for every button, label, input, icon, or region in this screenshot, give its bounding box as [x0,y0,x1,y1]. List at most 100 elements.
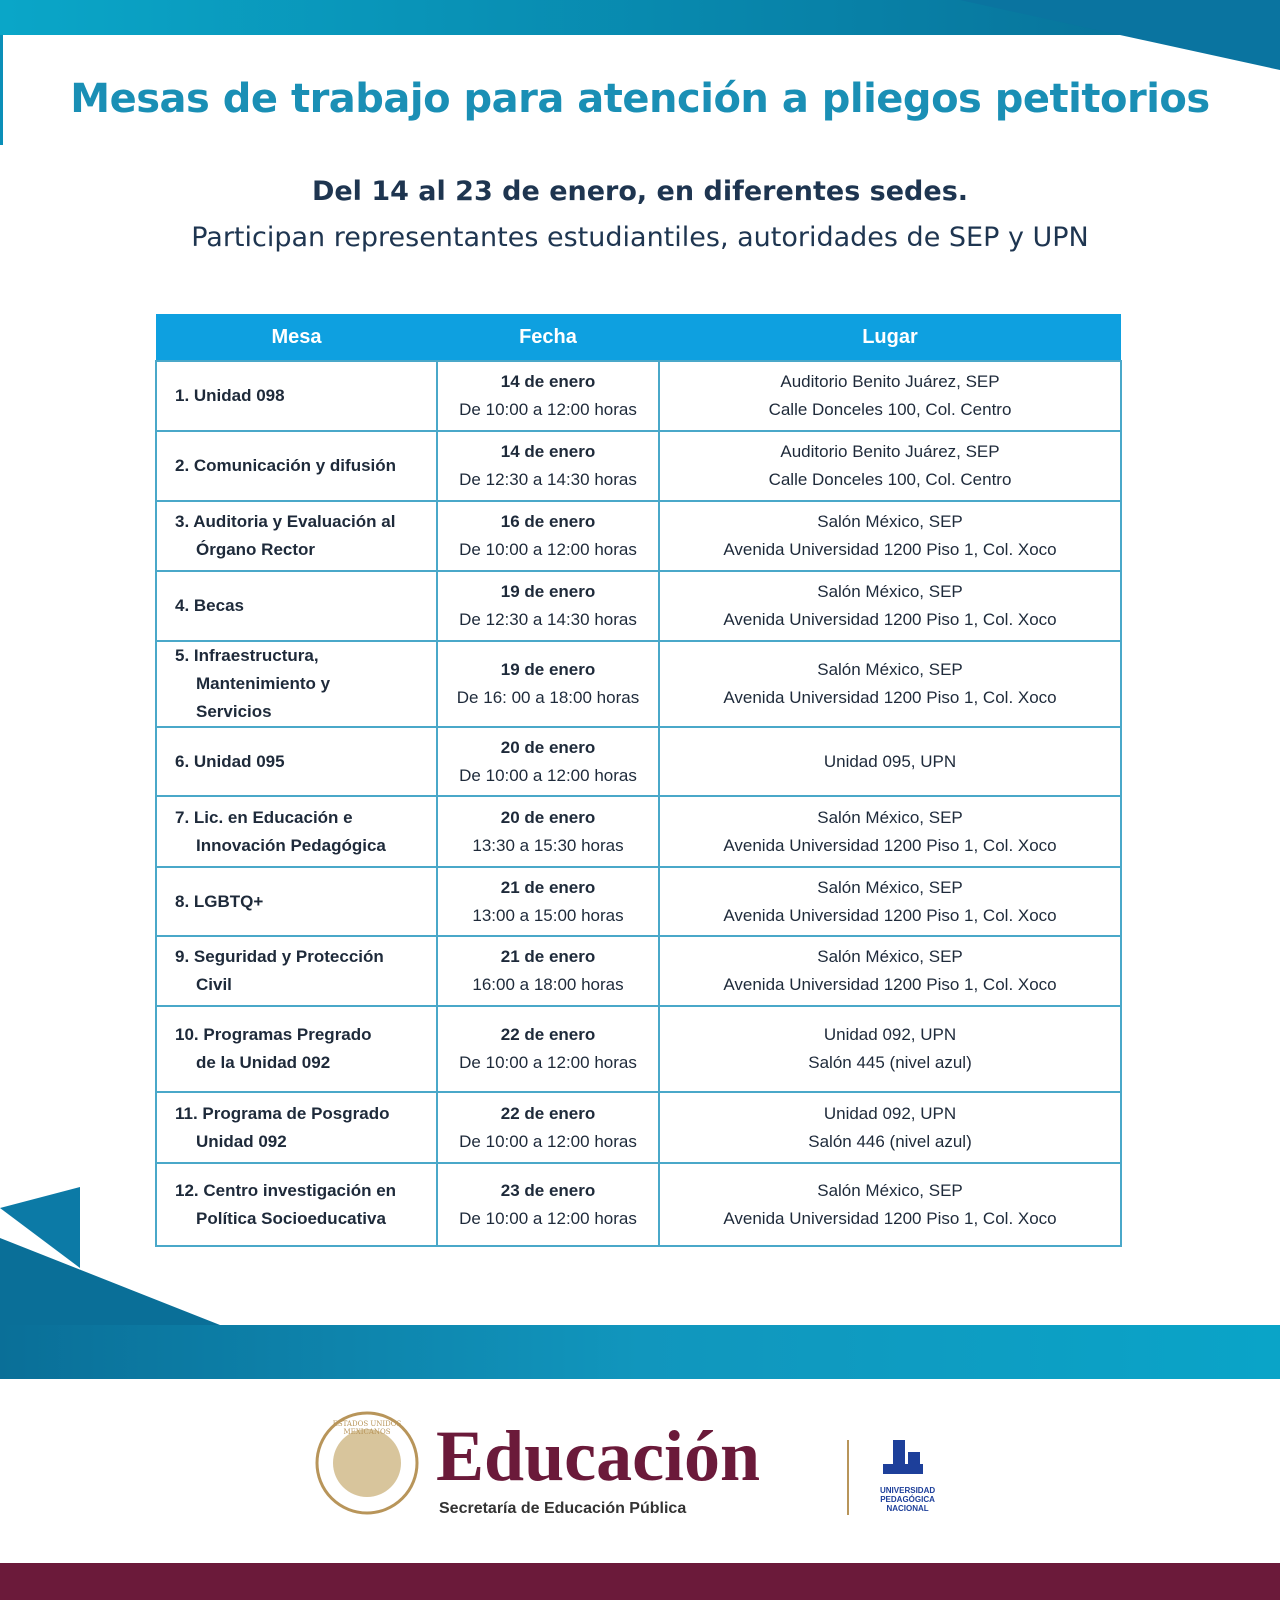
lugar-line: Avenida Universidad 1200 Piso 1, Col. Xo… [723,905,1057,925]
table-row: 12. Centro investigación en Política Soci… [155,1162,1122,1247]
lugar-cell: Salón México, SEP Avenida Universidad 120… [658,500,1122,572]
fecha-date: 22 de enero [500,1103,596,1123]
fecha-date: 21 de enero [500,877,596,897]
fecha-time: De 12:30 a 14:30 horas [459,470,637,489]
upn-line: PEDAGÓGICA [880,1495,935,1504]
schedule-table: Mesa Fecha Lugar 1. Unidad 098 14 de enero D… [155,314,1122,1247]
mesa-line: 10. Programas Pregrado [175,1025,372,1044]
column-header: Mesa [156,314,437,361]
lugar-line: Calle Donceles 100, Col. Centro [768,470,1012,489]
lugar-line: Auditorio Benito Juárez, SEP [780,442,1000,461]
subtitle: Del 14 al 23 de enero, en diferentes sed… [311,176,969,207]
fecha-time: De 10:00 a 12:00 horas [459,400,637,419]
lugar-line: Avenida Universidad 1200 Piso 1, Col. Xo… [723,1208,1057,1228]
mesa-cell: 8. LGBTQ+ [155,866,438,937]
fecha-date: 19 de enero [500,660,596,679]
fecha-cell: 20 de enero De 10:00 a 12:00 horas [436,726,660,797]
mesa-line: 3. Auditoria y Evaluación al [175,512,396,531]
lugar-line: Salón México, SEP [817,660,963,679]
lugar-cell: Auditorio Benito Juárez, SEP Calle Doncel… [658,430,1122,502]
lugar-line: Unidad 092, UPN [823,1103,957,1123]
agency: Secretaría de Educación Pública [439,1500,687,1517]
mesa-line: Unidad 092 [196,1131,287,1151]
mesa-line: 4. Becas [175,596,244,615]
mesa-line: 12. Centro investigación en [175,1180,397,1200]
table-row: 1. Unidad 098 14 de enero De 10:00 a 12:00… [155,360,1122,432]
mesa-line: Innovación Pedagógica [196,835,386,855]
lugar-cell: Unidad 092, UPN Salón 445 (nivel azul) [658,1005,1122,1093]
lugar-cell: Unidad 095, UPN [658,726,1122,797]
fecha-date: 23 de enero [500,1180,596,1200]
title: Mesas de trabajo para atención a pliegos… [70,76,1210,122]
fecha-cell: 14 de enero De 12:30 a 14:30 horas [436,430,660,502]
lugar-cell: Auditorio Benito Juárez, SEP Calle Doncel… [658,360,1122,432]
upn-line: NACIONAL [886,1504,929,1513]
lugar-cell: Salón México, SEP Avenida Universidad 120… [658,935,1122,1007]
fecha-cell: 16 de enero De 10:00 a 12:00 horas [436,500,660,572]
fecha-cell: 22 de enero De 10:00 a 12:00 horas [436,1091,660,1164]
lugar-line: Salón México, SEP [817,582,963,601]
mesa-line: 6. Unidad 095 [175,751,285,771]
upn-line: UNIVERSIDAD [880,1486,936,1495]
lugar-line: Avenida Universidad 1200 Piso 1, Col. Xo… [723,610,1057,629]
table-row: 9. Seguridad y Protección Civil 21 de ener… [155,935,1122,1007]
table-row: 5. Infraestructura, Mantenimiento y Servic… [155,640,1122,728]
table-row: 2. Comunicación y difusión 14 de enero De … [155,430,1122,502]
mesa-line: 8. LGBTQ+ [175,891,264,911]
mesa-line: de la Unidad 092 [196,1053,331,1072]
mesa-cell: 9. Seguridad y Protección Civil [155,935,438,1007]
lugar-line: Avenida Universidad 1200 Piso 1, Col. Xo… [723,835,1057,855]
brand: Educación [436,1416,761,1496]
fecha-cell: 22 de enero De 10:00 a 12:00 horas [436,1005,660,1093]
fecha-time: 13:30 a 15:30 horas [472,835,624,855]
lugar-cell: Salón México, SEP Avenida Universidad 120… [658,570,1122,642]
mesa-cell: 12. Centro investigación en Política Soci… [155,1162,438,1247]
lugar-line: Salón México, SEP [817,947,963,966]
mesa-cell: 11. Programa de Posgrado Unidad 092 [155,1091,438,1164]
mesa-line: 11. Programa de Posgrado [175,1103,390,1123]
fecha-cell: 23 de enero De 10:00 a 12:00 horas [436,1162,660,1247]
seal-text: ESTADOS UNIDOS MEXICANOS [332,1420,402,1436]
mesa-line: Política Socioeducativa [196,1208,386,1228]
fecha-time: 16:00 a 18:00 horas [472,975,624,994]
lugar-line: Salón 445 (nivel azul) [808,1053,972,1072]
fecha-time: De 10:00 a 12:00 horas [459,1131,637,1151]
table-row: 4. Becas 19 de enero De 12:30 a 14:30 hora… [155,570,1122,642]
column-header: Fecha [437,314,659,361]
lugar-line: Salón México, SEP [817,877,963,897]
mesa-line: Órgano Rector [196,540,316,559]
fecha-time: De 10:00 a 12:00 horas [459,1053,637,1072]
lugar-line: Salón México, SEP [817,807,963,827]
fecha-date: 20 de enero [500,737,596,757]
lugar-line: Avenida Universidad 1200 Piso 1, Col. Xo… [723,688,1057,707]
table-row: 11. Programa de Posgrado Unidad 092 22 de … [155,1091,1122,1164]
fecha-time: 13:00 a 15:00 horas [472,905,624,925]
description: Participan representantes estudiantiles,… [191,222,1089,253]
header-row: Mesa Fecha Lugar [156,314,1121,361]
mesa-line: 7. Lic. en Educación e [175,807,353,827]
mesa-line: Mantenimiento y [196,674,331,693]
column-header: Lugar [659,314,1121,361]
mesa-line: 2. Comunicación y difusión [175,456,397,475]
table-row: 6. Unidad 095 20 de enero De 10:00 a 12:00… [155,726,1122,797]
table-row: 8. LGBTQ+ 21 de enero 13:00 a 15:00 horas S… [155,866,1122,937]
mesa-cell: 5. Infraestructura, Mantenimiento y Servic… [155,640,438,728]
lugar-line: Salón México, SEP [817,1180,963,1200]
fecha-date: 19 de enero [500,582,596,601]
fecha-date: 22 de enero [500,1025,596,1044]
mesa-cell: 10. Programas Pregrado de la Unidad 092 [155,1005,438,1093]
fecha-date: 20 de enero [500,807,596,827]
lugar-line: Avenida Universidad 1200 Piso 1, Col. Xo… [723,540,1057,559]
fecha-date: 21 de enero [500,947,596,966]
mesa-line: 5. Infraestructura, [175,646,319,665]
fecha-time: De 10:00 a 12:00 horas [459,765,637,785]
fecha-time: De 10:00 a 12:00 horas [459,1208,637,1228]
fecha-date: 14 de enero [500,442,596,461]
lugar-cell: Salón México, SEP Avenida Universidad 120… [658,640,1122,728]
mesa-cell: 6. Unidad 095 [155,726,438,797]
mesa-line: Servicios [196,702,272,721]
fecha-cell: 19 de enero De 12:30 a 14:30 horas [436,570,660,642]
mesa-line: 1. Unidad 098 [175,386,285,405]
